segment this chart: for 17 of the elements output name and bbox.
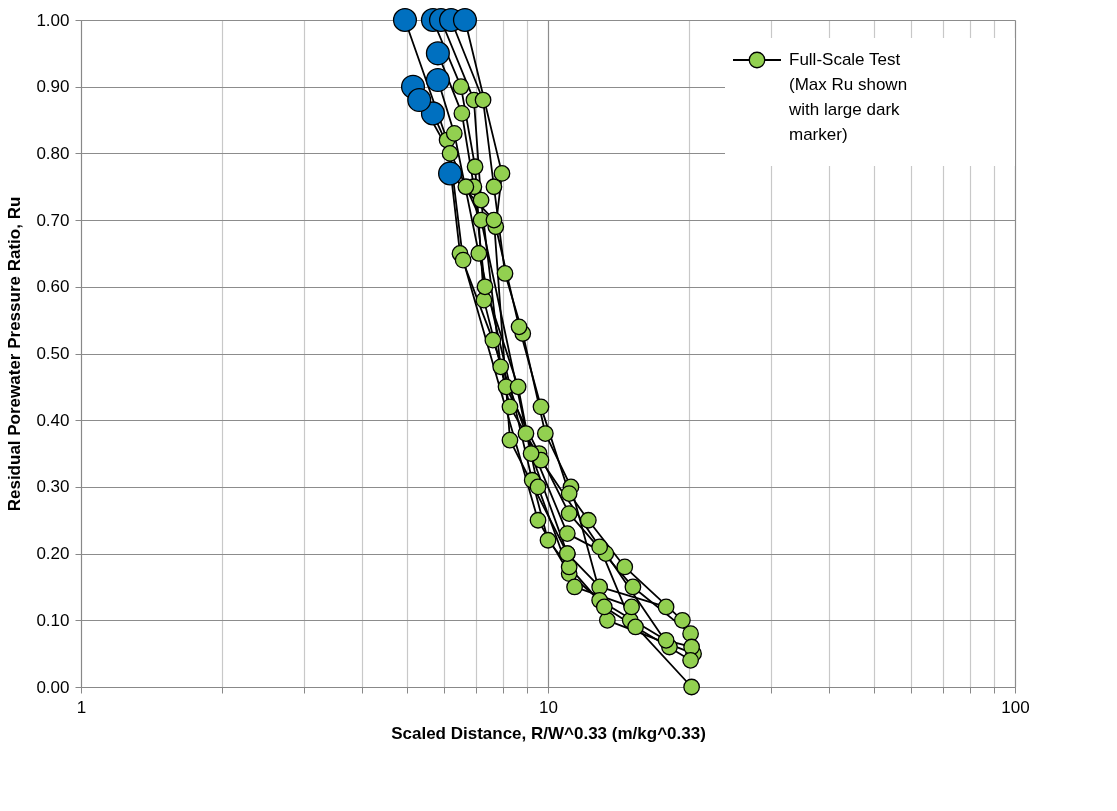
y-tick-label: 0.70 <box>36 210 70 230</box>
y-tick-label: 0.90 <box>36 77 70 97</box>
x-tick-label: 100 <box>1001 697 1030 717</box>
y-tick-label: 0.40 <box>36 410 70 430</box>
y-tick-label: 1.00 <box>36 10 70 30</box>
y-tick-label: 0.30 <box>36 477 70 497</box>
y-axis-title: Residual Porewater Pressure Ratio, Ru <box>5 196 25 512</box>
legend-label: Full-Scale Test (Max Ru shown with large dark marker) <box>788 50 908 144</box>
x-tick-label: 1 <box>76 697 87 717</box>
y-tick-label: 0.20 <box>36 544 70 564</box>
x-axis-title: Scaled Distance, R/W^0.33 (m/kg^0.33) <box>391 723 706 743</box>
y-tick-label: 0.50 <box>36 344 70 363</box>
y-tick-label: 0.00 <box>36 677 70 697</box>
y-tick-label: 0.60 <box>36 277 70 297</box>
y-tick-label: 0.10 <box>36 610 70 630</box>
y-tick-label: 0.80 <box>36 143 70 163</box>
x-tick-label: 10 <box>539 697 558 717</box>
